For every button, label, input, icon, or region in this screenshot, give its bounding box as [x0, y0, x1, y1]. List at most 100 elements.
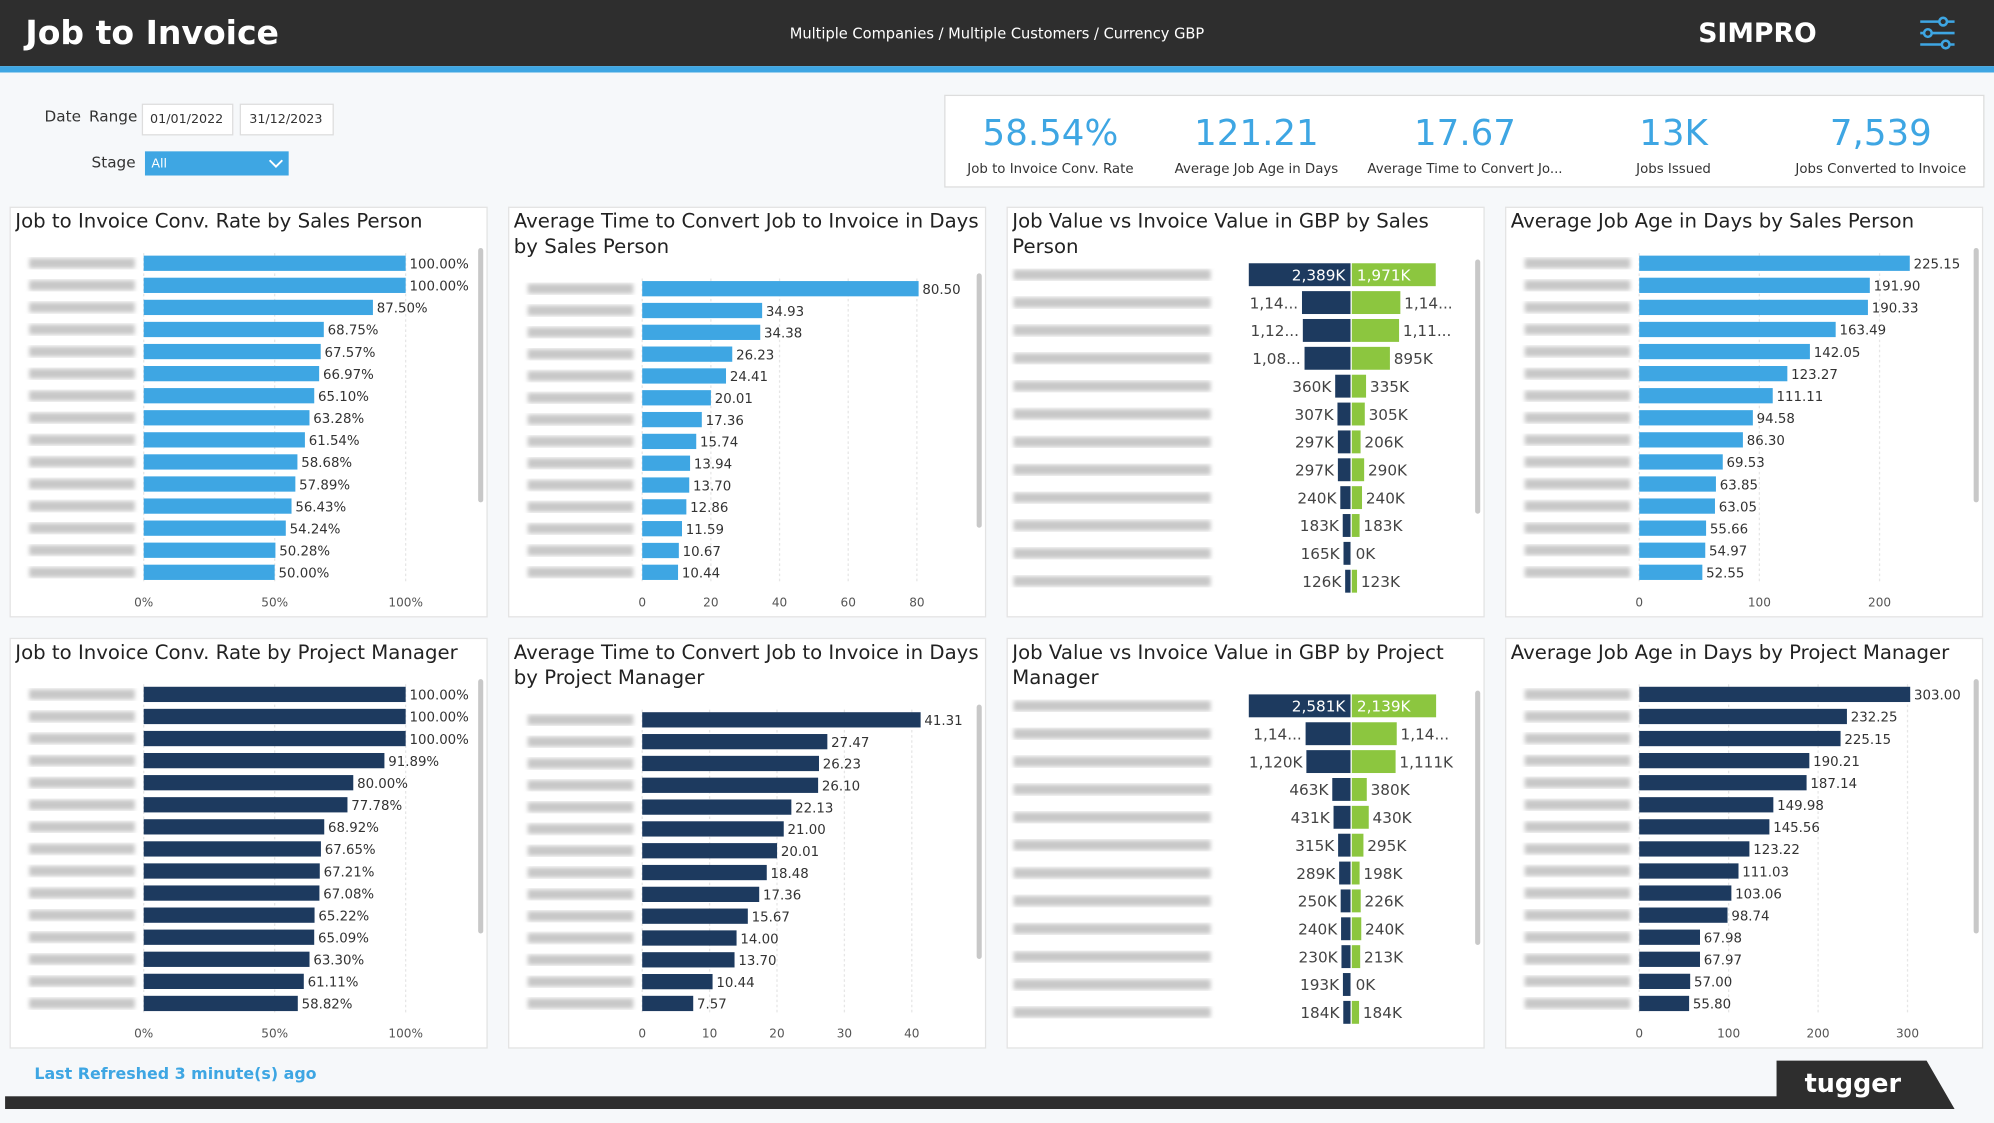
kpi-value: 13K — [1639, 113, 1709, 154]
bar — [1639, 907, 1728, 923]
value-label: 41.31 — [924, 714, 962, 729]
value-label: 1,11... — [1403, 322, 1451, 340]
category-label-blurred — [527, 976, 634, 987]
value-label: 1,111K — [1399, 753, 1454, 771]
panel-title: Job to Invoice Conv. Rate by Sales Perso… — [15, 209, 423, 233]
value-label: 187.14 — [1810, 777, 1857, 792]
value-label: 165K — [1301, 545, 1341, 563]
subtitle: Multiple Companies / Multiple Customers … — [790, 25, 1205, 42]
job-value-bar — [1301, 291, 1351, 315]
bar — [143, 277, 406, 293]
bar — [143, 752, 385, 769]
category-label-blurred — [1524, 368, 1631, 379]
value-label: 10.44 — [682, 567, 720, 582]
x-tick-label: 300 — [1896, 1026, 1919, 1040]
category-label-blurred — [1013, 951, 1211, 962]
category-label-blurred — [1524, 755, 1631, 766]
bar — [143, 255, 406, 271]
bar — [1639, 454, 1723, 470]
category-label-blurred — [527, 998, 634, 1009]
category-label-blurred — [527, 349, 634, 360]
category-label-blurred — [527, 523, 634, 534]
job-value-bar — [1342, 514, 1351, 537]
job-value-bar — [1338, 833, 1351, 857]
category-label-blurred — [29, 954, 135, 965]
invoice-value-bar — [1351, 805, 1369, 829]
category-label-blurred — [527, 392, 634, 403]
kpi-label: Jobs Issued — [1635, 162, 1711, 177]
date-input[interactable] — [141, 103, 234, 136]
bar — [642, 755, 819, 772]
bar — [642, 521, 682, 537]
category-label-blurred — [1524, 733, 1631, 744]
bar — [642, 734, 828, 750]
job-value-bar — [1339, 861, 1351, 885]
category-label-blurred — [29, 478, 135, 490]
date-input[interactable] — [239, 103, 334, 136]
category-label-blurred — [1013, 576, 1211, 587]
value-label: 80.50 — [922, 283, 960, 298]
value-label: 56.43% — [295, 500, 346, 515]
value-label: 380K — [1371, 781, 1411, 799]
value-label: 142.05 — [1814, 346, 1861, 361]
value-label: 226K — [1365, 893, 1405, 911]
value-label: 14.00 — [740, 932, 778, 947]
scrollbar — [478, 248, 484, 503]
category-label-blurred — [29, 324, 135, 335]
value-label: 1,08... — [1252, 350, 1300, 368]
value-label: 80.00% — [357, 777, 408, 792]
value-label: 463K — [1289, 781, 1329, 799]
category-label-blurred — [1524, 280, 1631, 291]
bar — [1639, 819, 1770, 835]
value-label: 55.66 — [1710, 522, 1748, 537]
value-label: 431K — [1291, 809, 1331, 827]
panel-title: Job to Invoice Conv. Rate by Project Man… — [15, 640, 458, 664]
category-label-blurred — [527, 867, 634, 878]
category-label-blurred — [1524, 998, 1631, 1009]
bar — [1639, 841, 1750, 857]
value-label: 190.21 — [1813, 755, 1860, 770]
bar — [642, 930, 737, 946]
job-value-bar — [1248, 263, 1351, 287]
value-label: 191.90 — [1874, 280, 1921, 295]
bar — [642, 799, 792, 815]
bar — [1639, 797, 1774, 813]
invoice-value-bar — [1351, 917, 1362, 941]
value-label: 2,389K — [1292, 266, 1347, 284]
value-label: 77.78% — [351, 799, 402, 814]
value-label: 21.00 — [788, 823, 826, 838]
bar — [143, 542, 276, 558]
bar — [1639, 366, 1788, 382]
category-label-blurred — [1524, 478, 1631, 490]
bar — [143, 797, 348, 813]
value-label: 67.65% — [325, 843, 376, 858]
kpi-value: 7,539 — [1830, 113, 1932, 154]
category-label-blurred — [527, 889, 634, 900]
job-value-bar — [1343, 541, 1351, 565]
category-label-blurred — [527, 479, 634, 491]
panel-title: Average Job Age in Days by Sales Person — [1510, 209, 1915, 233]
category-label-blurred — [1524, 910, 1631, 921]
bar — [1639, 542, 1706, 558]
value-label: 1,14... — [1250, 294, 1298, 312]
value-label: 20.01 — [715, 392, 753, 407]
value-label: 100.00% — [409, 258, 468, 273]
category-label-blurred — [1524, 711, 1631, 722]
value-label: 183K — [1300, 517, 1340, 535]
category-label-blurred — [1524, 434, 1631, 445]
category-label-blurred — [29, 390, 135, 401]
category-label-blurred — [527, 436, 634, 447]
scrollbar — [1475, 690, 1481, 945]
bar — [143, 454, 298, 470]
bar — [143, 564, 275, 580]
value-label: 123.27 — [1791, 368, 1838, 383]
category-label-blurred — [1013, 895, 1211, 906]
bar — [642, 477, 690, 493]
bar — [143, 410, 310, 426]
category-label-blurred — [29, 302, 135, 313]
stage-value: All — [151, 156, 167, 171]
menu-icon[interactable] — [1920, 16, 1955, 50]
stage-dropdown[interactable] — [144, 151, 289, 176]
bar — [143, 951, 310, 967]
